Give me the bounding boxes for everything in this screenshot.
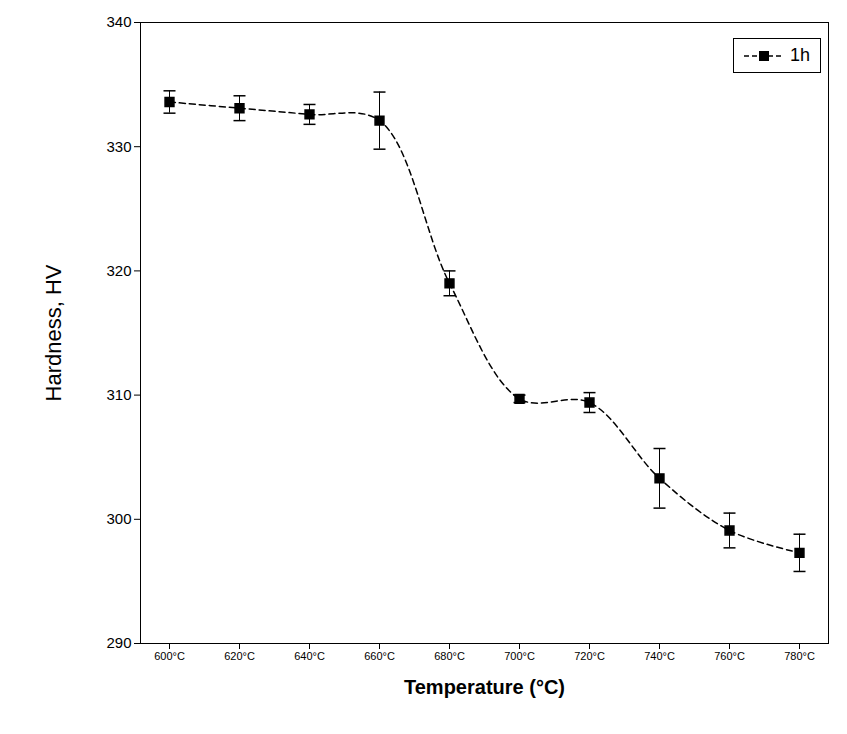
svg-text:320: 320 — [106, 262, 131, 279]
svg-text:680°C: 680°C — [434, 650, 465, 662]
svg-text:330: 330 — [106, 138, 131, 155]
svg-text:310: 310 — [106, 386, 131, 403]
svg-text:600°C: 600°C — [154, 650, 185, 662]
svg-text:640°C: 640°C — [294, 650, 325, 662]
svg-text:740°C: 740°C — [644, 650, 675, 662]
svg-text:Temperature (°C): Temperature (°C) — [404, 676, 565, 698]
svg-text:290: 290 — [106, 634, 131, 651]
svg-text:700°C: 700°C — [504, 650, 535, 662]
svg-text:300: 300 — [106, 510, 131, 527]
svg-text:660°C: 660°C — [364, 650, 395, 662]
svg-text:620°C: 620°C — [224, 650, 255, 662]
svg-text:340: 340 — [106, 13, 131, 30]
html-text:1h: 1h — [790, 45, 810, 65]
svg-text:760°C: 760°C — [714, 650, 745, 662]
svg-text:780°C: 780°C — [784, 650, 815, 662]
svg-text:720°C: 720°C — [574, 650, 605, 662]
svg-text:Hardness, HV: Hardness, HV — [41, 264, 66, 401]
